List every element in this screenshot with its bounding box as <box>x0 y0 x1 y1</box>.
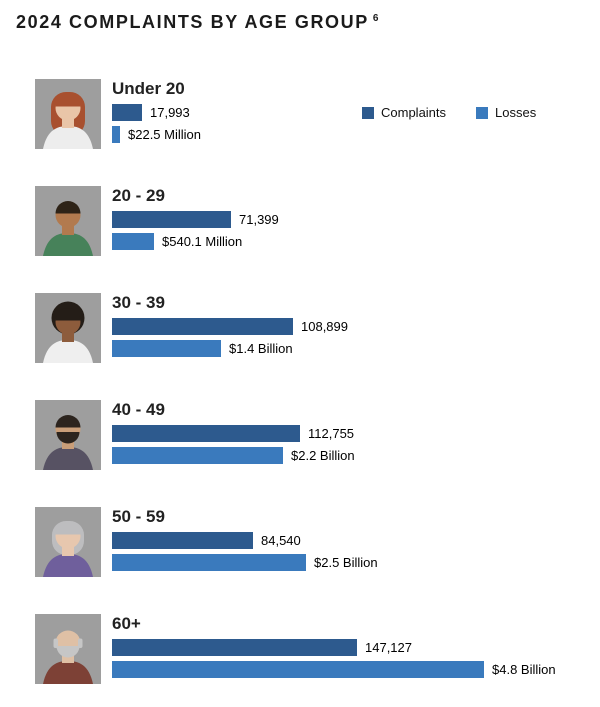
complaints-bar <box>112 638 357 656</box>
complaints-bar <box>112 424 300 442</box>
age-group-label: 30 - 39 <box>112 293 165 312</box>
complaints-value-label: 71,399 <box>239 211 279 227</box>
losses-bar <box>112 125 120 143</box>
person-avatar <box>35 614 101 684</box>
losses-bar-line: $2.5 Billion <box>112 553 378 571</box>
legend-item-losses: Losses <box>476 105 536 120</box>
person-avatar <box>35 507 101 577</box>
complaints-bar <box>112 531 253 549</box>
person-avatar <box>35 400 101 470</box>
losses-bar <box>112 446 283 464</box>
legend-swatch-losses <box>476 106 489 119</box>
person-avatar <box>35 79 101 149</box>
complaints-value-label: 17,993 <box>150 104 190 120</box>
age-group-row: 30 - 39 108,899 $1.4 Billion <box>35 293 600 363</box>
group-content: 40 - 49 112,755 $2.2 Billion <box>112 400 355 464</box>
complaints-bar <box>112 210 231 228</box>
losses-value-label: $4.8 Billion <box>492 661 556 677</box>
age-group-row: 20 - 29 71,399 $540.1 Million <box>35 186 600 256</box>
page-title-text: 2024 COMPLAINTS BY AGE GROUP <box>16 12 369 32</box>
losses-bar-line: $1.4 Billion <box>112 339 348 357</box>
age-group-label: Under 20 <box>112 79 185 98</box>
person-avatar <box>35 293 101 363</box>
losses-bar <box>112 660 484 678</box>
age-group-row: 60+ 147,127 $4.8 Billion <box>35 614 600 684</box>
complaints-bar-line: 17,993 <box>112 103 201 121</box>
complaints-bar-line: 71,399 <box>112 210 279 228</box>
legend: Complaints Losses <box>362 105 536 120</box>
losses-value-label: $22.5 Million <box>128 126 201 142</box>
complaints-value-label: 84,540 <box>261 532 301 548</box>
complaints-bar <box>112 103 142 121</box>
legend-label-losses: Losses <box>495 105 537 120</box>
losses-bar <box>112 232 154 250</box>
page-title: 2024 COMPLAINTS BY AGE GROUP 6 <box>16 12 600 33</box>
complaints-bar <box>112 317 293 335</box>
losses-bar-line: $4.8 Billion <box>112 660 556 678</box>
losses-bar-line: $540.1 Million <box>112 232 279 250</box>
group-content: 30 - 39 108,899 $1.4 Billion <box>112 293 348 357</box>
legend-swatch-complaints <box>362 106 374 119</box>
person-avatar <box>35 186 101 256</box>
age-group-label: 20 - 29 <box>112 186 165 205</box>
losses-bar <box>112 339 221 357</box>
complaints-bar-line: 147,127 <box>112 638 556 656</box>
losses-value-label: $1.4 Billion <box>229 340 293 356</box>
losses-value-label: $2.5 Billion <box>314 554 378 570</box>
footnote-marker: 6 <box>372 13 379 24</box>
group-content: Under 20 17,993 $22.5 Million <box>112 79 201 143</box>
legend-label-complaints: Complaints <box>381 105 447 120</box>
age-group-row: 50 - 59 84,540 $2.5 Billion <box>35 507 600 577</box>
age-group-label: 60+ <box>112 614 141 633</box>
age-group-row: 40 - 49 112,755 $2.2 Billion <box>35 400 600 470</box>
group-content: 20 - 29 71,399 $540.1 Million <box>112 186 279 250</box>
age-group-row: Under 20 17,993 $22.5 Million <box>35 79 600 149</box>
losses-value-label: $2.2 Billion <box>291 447 355 463</box>
complaints-value-label: 112,755 <box>308 425 355 441</box>
losses-bar-line: $2.2 Billion <box>112 446 355 464</box>
complaints-value-label: 108,899 <box>301 318 348 334</box>
complaints-bar-line: 112,755 <box>112 424 355 442</box>
legend-item-complaints: Complaints <box>362 105 446 120</box>
complaints-bar-line: 84,540 <box>112 531 378 549</box>
losses-bar <box>112 553 306 571</box>
losses-bar-line: $22.5 Million <box>112 125 201 143</box>
age-group-label: 40 - 49 <box>112 400 165 419</box>
age-groups-chart: Under 20 17,993 $22.5 Million 20 - 29 71,399… <box>35 79 600 684</box>
complaints-value-label: 147,127 <box>365 639 412 655</box>
group-content: 50 - 59 84,540 $2.5 Billion <box>112 507 378 571</box>
complaints-bar-line: 108,899 <box>112 317 348 335</box>
losses-value-label: $540.1 Million <box>162 233 243 249</box>
age-group-label: 50 - 59 <box>112 507 165 526</box>
group-content: 60+ 147,127 $4.8 Billion <box>112 614 556 678</box>
